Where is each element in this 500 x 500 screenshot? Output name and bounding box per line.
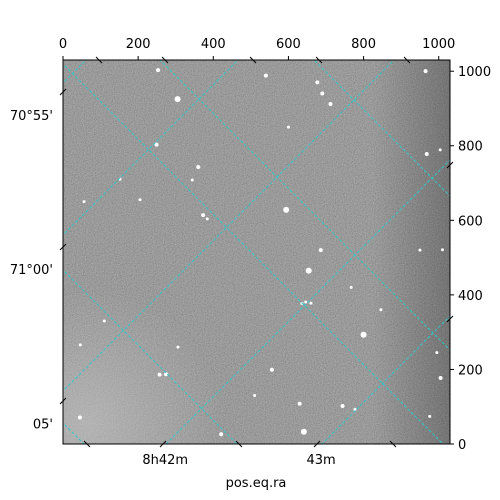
ra-axis-bottom: 8h42m 43m bbox=[142, 453, 335, 468]
pixel-y-axis-right: 0 200 400 600 800 1000 bbox=[450, 65, 491, 453]
star-point bbox=[219, 432, 224, 437]
star-point bbox=[360, 331, 367, 338]
y-tick-label: 1000 bbox=[458, 65, 491, 80]
star-point bbox=[353, 407, 357, 411]
star-point bbox=[263, 73, 268, 78]
star-point bbox=[435, 351, 439, 355]
star-point bbox=[328, 101, 333, 106]
star-point bbox=[205, 217, 209, 221]
edge-tick bbox=[446, 315, 454, 323]
star-point bbox=[418, 248, 422, 252]
x-axis-label: pos.eq.ra bbox=[226, 476, 287, 491]
dec-tick-label: 71°00' bbox=[10, 263, 53, 278]
y-tick-label: 800 bbox=[458, 140, 483, 155]
star-point bbox=[174, 96, 181, 103]
x-tick-label: 600 bbox=[276, 37, 301, 52]
star-point bbox=[440, 248, 444, 252]
star-point bbox=[320, 91, 325, 96]
star-sources bbox=[77, 68, 444, 437]
star-point bbox=[304, 300, 308, 304]
dec-tick-label: 70°55' bbox=[10, 109, 53, 124]
star-point bbox=[283, 206, 290, 213]
y-tick-label: 200 bbox=[458, 363, 483, 378]
edge-tick bbox=[249, 56, 257, 64]
star-point bbox=[190, 178, 194, 182]
star-point bbox=[340, 403, 345, 408]
edge-tick bbox=[59, 397, 67, 405]
star-point bbox=[176, 345, 180, 349]
grid-line bbox=[63, 63, 444, 444]
edge-tick bbox=[95, 56, 103, 64]
coordinate-grid bbox=[63, 60, 450, 444]
edge-tick bbox=[161, 56, 169, 64]
dec-axis-left: 70°55' 71°00' 05' bbox=[10, 109, 53, 433]
ra-tick-label: 8h42m bbox=[142, 453, 188, 468]
star-point bbox=[102, 319, 106, 323]
star-point bbox=[438, 376, 443, 381]
star-point bbox=[315, 80, 320, 85]
x-tick-label: 1000 bbox=[422, 37, 455, 52]
star-point bbox=[196, 164, 201, 169]
star-point bbox=[300, 428, 307, 435]
star-point bbox=[438, 148, 442, 152]
star-point bbox=[138, 198, 142, 202]
grid-line bbox=[165, 159, 450, 444]
edge-tick bbox=[235, 440, 243, 448]
x-tick-label: 800 bbox=[351, 37, 376, 52]
pixel-x-axis-top: 0 200 400 600 800 1000 bbox=[59, 37, 455, 60]
ra-tick-label: 43m bbox=[307, 453, 336, 468]
edge-tick bbox=[446, 161, 454, 169]
star-point bbox=[318, 248, 323, 253]
grid-line bbox=[63, 60, 87, 84]
edge-tick bbox=[159, 440, 167, 448]
grid-line bbox=[63, 60, 395, 392]
dec-tick-label: 05' bbox=[33, 417, 53, 432]
x-tick-label: 400 bbox=[201, 37, 226, 52]
star-point bbox=[163, 372, 168, 377]
edge-tick bbox=[83, 440, 91, 448]
y-tick-label: 600 bbox=[458, 214, 483, 229]
star-point bbox=[269, 367, 274, 372]
star-point bbox=[305, 267, 312, 274]
star-point bbox=[297, 401, 302, 406]
x-tick-label: 0 bbox=[59, 37, 67, 52]
y-tick-label: 0 bbox=[458, 438, 466, 453]
edge-tick bbox=[389, 440, 397, 448]
grid-line bbox=[63, 422, 85, 444]
grid-edge-ticks bbox=[59, 56, 454, 448]
sky-image bbox=[63, 60, 450, 444]
grid-line bbox=[159, 60, 450, 351]
star-point bbox=[286, 125, 290, 129]
star-point bbox=[428, 414, 432, 418]
star-point bbox=[154, 142, 159, 147]
edge-tick bbox=[315, 56, 323, 64]
star-point bbox=[78, 343, 82, 347]
star-point bbox=[423, 69, 428, 74]
star-point bbox=[379, 308, 383, 312]
star-point bbox=[424, 151, 429, 156]
edge-tick bbox=[403, 56, 411, 64]
star-point bbox=[201, 213, 206, 218]
star-point bbox=[156, 68, 161, 73]
star-point bbox=[77, 415, 82, 420]
grid-line bbox=[63, 60, 239, 236]
x-tick-label: 200 bbox=[126, 37, 151, 52]
plot-frame bbox=[62, 59, 451, 445]
star-point bbox=[349, 285, 353, 289]
grid-line bbox=[63, 269, 238, 444]
star-point bbox=[309, 301, 313, 305]
star-point bbox=[253, 394, 257, 398]
star-point bbox=[157, 372, 162, 377]
y-tick-label: 400 bbox=[458, 289, 483, 304]
edge-tick bbox=[313, 440, 321, 448]
edge-tick bbox=[59, 88, 67, 96]
star-point bbox=[82, 200, 86, 204]
edge-tick bbox=[59, 243, 67, 251]
